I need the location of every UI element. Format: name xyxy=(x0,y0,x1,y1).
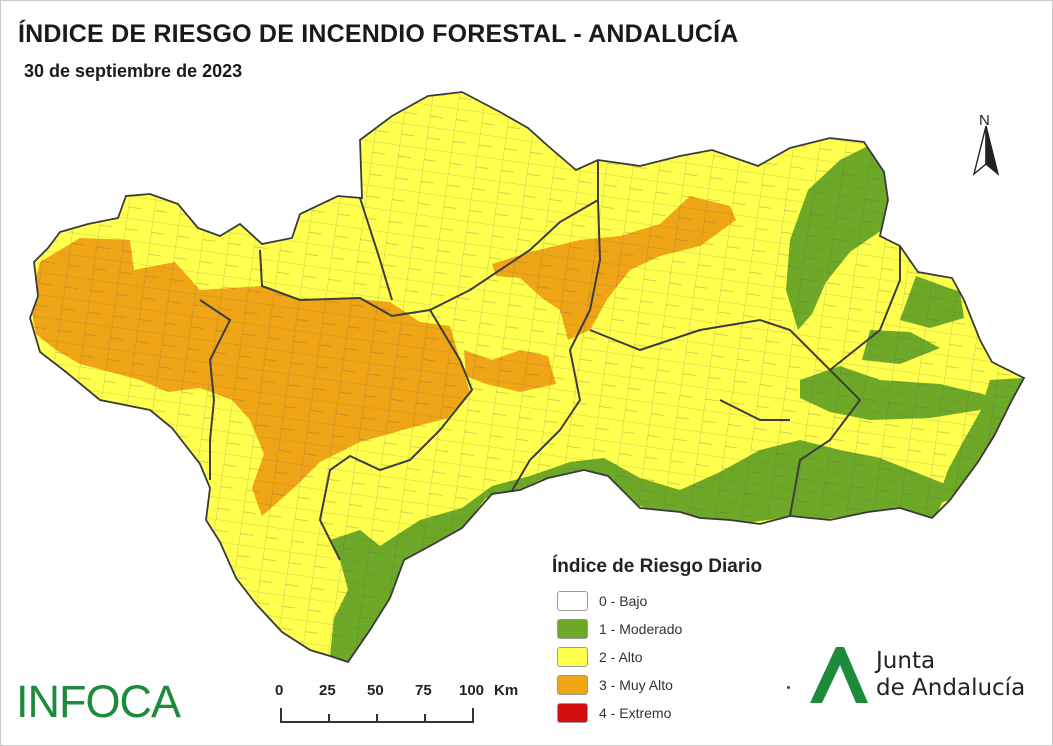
scale-unit-label: Km xyxy=(494,682,519,699)
legend-swatch xyxy=(557,619,588,639)
north-arrow-label: N xyxy=(979,112,990,129)
north-arrow-icon xyxy=(972,125,1000,176)
legend-label: 3 - Muy Alto xyxy=(599,677,673,693)
junta-logo-line1: Junta xyxy=(876,648,936,674)
legend-label: 4 - Extremo xyxy=(599,705,672,721)
scale-tick-label: 0 xyxy=(275,682,284,699)
legend-swatch xyxy=(557,703,588,723)
legend-label: 2 - Alto xyxy=(599,649,643,665)
scale-bar xyxy=(280,708,474,723)
map-date: 30 de septiembre de 2023 xyxy=(24,61,243,81)
legend-swatch xyxy=(557,675,588,695)
scale-tick-label: 75 xyxy=(415,682,432,699)
junta-andalucia-logo-icon xyxy=(810,647,868,703)
scale-tick-label: 100 xyxy=(459,682,485,699)
scale-tick-label: 50 xyxy=(367,682,384,699)
legend-label: 0 - Bajo xyxy=(599,593,648,609)
legend-label: 1 - Moderado xyxy=(599,621,683,637)
legend-swatch xyxy=(557,591,588,611)
decorative-dot xyxy=(787,686,790,689)
province-borders xyxy=(199,160,901,561)
junta-logo-line2: de Andalucía xyxy=(876,675,1026,701)
map-title: ÍNDICE DE RIESGO DE INCENDIO FORESTAL - … xyxy=(18,20,739,48)
infoca-logo: INFOCA xyxy=(16,676,181,727)
legend-swatch xyxy=(557,647,588,667)
scale-tick-label: 25 xyxy=(319,682,336,699)
legend-title: Índice de Riesgo Diario xyxy=(552,556,763,577)
